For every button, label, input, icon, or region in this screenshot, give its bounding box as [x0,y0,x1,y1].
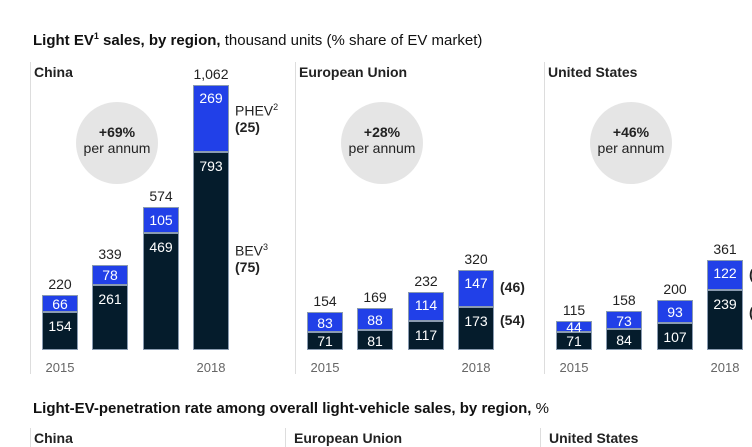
bar-segment-phev: 78 [92,265,128,285]
bar-total: 158 [612,291,636,308]
growth-rate: +28% [363,124,401,140]
bar-segment-bev: 793 [193,151,229,350]
bar-segment-phev: 88 [357,307,393,330]
bar-segment-phev: 83 [307,311,343,333]
growth-rate: +46% [612,124,650,140]
legend-phev: PHEV2 (25) [235,101,279,136]
penetration-title: Light-EV-penetration rate among overall … [33,400,549,417]
panel-divider [544,62,545,374]
region-label: China [34,64,73,80]
bar-total: 320 [464,251,488,267]
panel-divider [295,62,296,374]
bar-2015: 66 154 [42,295,78,350]
bar-2015: 83 71 [307,311,343,350]
bar-segment-bev: 71 [307,332,343,350]
bar-segment-bev: 81 [357,329,393,350]
legend-phev-share: (46) [500,279,525,296]
bar-2015: 44 71 [556,320,592,350]
legend-bev-share: (75) [235,259,260,276]
legend-phev-share: ( [749,266,752,283]
growth-circle: +46% per annum [590,102,672,184]
legend-phev-share: (25) [235,119,260,136]
bottom-region-us: United States [549,430,639,446]
bar-segment-phev: 73 [606,310,642,329]
year-label: 2015 [310,360,340,375]
bar-2018: 147 173 [458,270,494,350]
bar-2017: 93 107 [657,300,693,350]
growth-circle: +69% per annum [76,102,158,184]
growth-label: per annum [83,140,151,156]
bar-total: 200 [663,281,687,297]
bar-total: 361 [713,240,737,257]
bar-total: 1,062 [193,65,229,82]
bar-segment-bev: 469 [143,232,179,350]
growth-rate: +69% [98,124,136,140]
bar-2016: 73 84 [606,310,642,350]
bar-segment-bev: 239 [707,290,743,350]
region-label: European Union [299,64,408,80]
bar-segment-phev: 269 [193,84,229,152]
bar-segment-bev: 173 [458,306,494,350]
bar-segment-phev: 105 [143,206,179,233]
legend-bev-share: (54) [500,312,525,329]
year-label: 2015 [559,360,589,375]
year-label: 2015 [45,360,75,375]
legend-bev-share: ( [749,304,752,321]
divider [540,428,541,447]
bar-segment-phev: 114 [408,292,444,321]
growth-circle: +28% per annum [341,102,423,184]
bar-segment-bev: 107 [657,323,693,350]
year-label: 2018 [461,360,491,375]
bar-total: 574 [149,187,173,204]
bar-segment-bev: 84 [606,329,642,350]
bar-total: 169 [363,288,387,305]
bar-segment-bev: 71 [556,332,592,350]
bar-total: 232 [414,273,438,290]
chart-title: Light EV1 sales, by region, thousand uni… [33,31,483,49]
year-label: 2018 [710,360,740,375]
year-label: 2018 [196,360,226,375]
legend-bev: BEV3 (75) [235,241,269,276]
bar-2016: 78 261 [92,265,128,350]
bar-total: 339 [98,246,122,263]
bar-2016: 88 81 [357,307,393,350]
bar-total: 115 [562,302,586,319]
bar-total: 154 [313,292,337,309]
bottom-region-eu: European Union [294,430,403,446]
bar-2018: 122 239 [707,259,743,350]
panel-divider [30,62,31,374]
bar-segment-bev: 261 [92,284,128,350]
bar-2017: 105 469 [143,206,179,350]
legend-bev-label: BEV [235,242,264,259]
divider [30,428,31,447]
growth-label: per annum [597,140,665,156]
bar-segment-phev: 93 [657,300,693,324]
legend-phev-label: PHEV [235,102,274,119]
divider [285,428,286,447]
bar-segment-phev: 66 [42,295,78,312]
growth-label: per annum [348,140,416,156]
bar-segment-phev: 44 [556,320,592,334]
bar-2018: 269 793 [193,84,229,350]
region-label: United States [548,64,638,80]
bar-total: 220 [48,276,72,292]
bar-segment-bev: 154 [42,311,78,350]
bar-segment-phev: 147 [458,270,494,307]
bar-segment-phev: 122 [707,259,743,291]
bar-2017: 114 117 [408,292,444,350]
bar-segment-bev: 117 [408,320,444,350]
bottom-region-china: China [34,430,73,446]
